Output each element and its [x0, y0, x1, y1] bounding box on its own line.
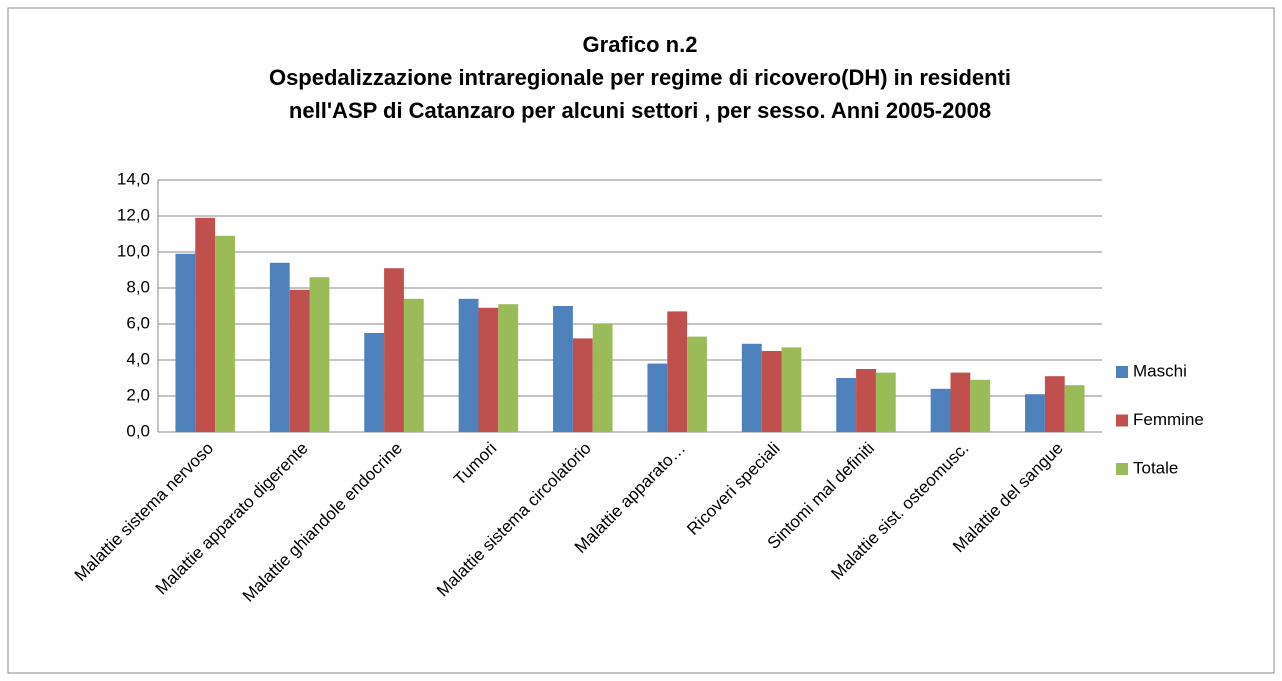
bar [1064, 385, 1085, 432]
bar [687, 336, 707, 432]
bar [403, 298, 424, 432]
chart-title: Ospedalizzazione intraregionale per regi… [269, 65, 1011, 90]
legend-label: Totale [1133, 458, 1178, 477]
bar [309, 277, 330, 432]
bar [781, 347, 802, 432]
bar [215, 235, 235, 432]
bar [553, 306, 573, 432]
bar [458, 298, 479, 432]
bar [741, 343, 762, 432]
y-tick-label: 2,0 [126, 385, 150, 404]
y-tick-label: 6,0 [126, 313, 150, 332]
bar [478, 307, 499, 432]
bar [875, 372, 896, 432]
legend-label: Maschi [1133, 361, 1187, 380]
bar [289, 289, 310, 432]
bar [1025, 394, 1045, 432]
y-tick-label: 8,0 [126, 277, 150, 296]
legend-swatch [1116, 414, 1128, 427]
y-tick-label: 14,0 [117, 169, 150, 188]
bar [930, 388, 951, 432]
bar [667, 311, 688, 432]
bar [761, 351, 782, 432]
legend-swatch [1116, 463, 1128, 475]
bar [384, 268, 404, 432]
y-tick-label: 10,0 [117, 241, 150, 260]
chart-title: nell'ASP di Catanzaro per alcuni settori… [289, 98, 991, 123]
chart-title: Grafico n.2 [583, 32, 698, 57]
bar [1044, 376, 1065, 432]
bar [647, 363, 668, 432]
bar [175, 253, 196, 432]
bar [970, 379, 991, 432]
legend-swatch [1116, 366, 1128, 378]
y-tick-label: 4,0 [126, 349, 150, 368]
bar [836, 378, 857, 432]
bar [572, 338, 593, 432]
bar [856, 369, 876, 432]
bar [592, 324, 613, 432]
bar [950, 372, 971, 432]
bar [498, 304, 519, 432]
bar [269, 262, 290, 432]
y-tick-label: 12,0 [117, 205, 150, 224]
bar [364, 333, 385, 432]
legend-label: Femmine [1133, 410, 1204, 429]
y-tick-label: 0,0 [126, 421, 150, 440]
bar [195, 217, 216, 432]
